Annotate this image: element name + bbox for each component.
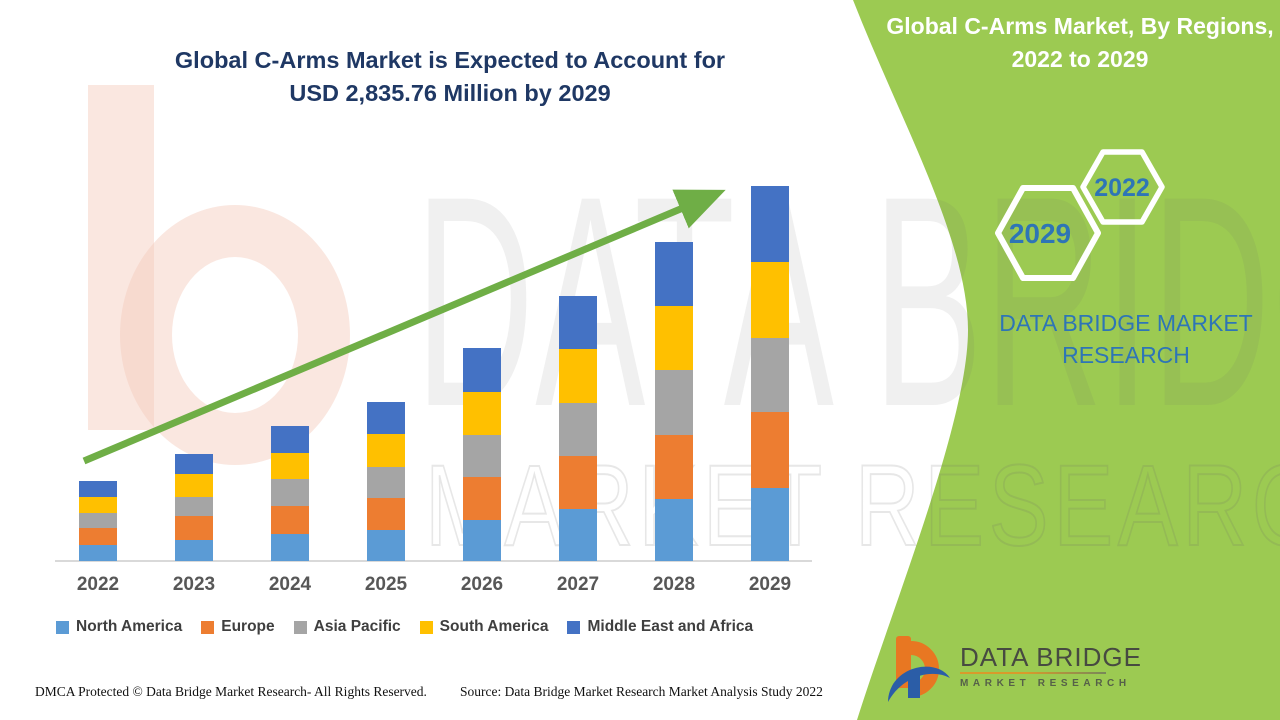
legend-swatch-south-america <box>419 620 433 634</box>
bar-2027-south-america <box>559 349 597 403</box>
x-axis-label-2024: 2024 <box>268 574 312 595</box>
x-axis-label-2023: 2023 <box>172 574 216 595</box>
logo-text-block: DATA BRIDGE MARKET RESEARCH <box>960 644 1142 706</box>
x-axis-label-2028: 2028 <box>652 574 696 595</box>
bar-2029-europe <box>751 411 789 488</box>
bar-2026-south-america <box>463 391 501 435</box>
legend-item-north-america: North America <box>56 618 182 636</box>
bar-2022-asia-pacific <box>79 512 117 528</box>
x-axis-label-2027: 2027 <box>556 574 600 595</box>
legend-label-north-america: North America <box>76 618 183 635</box>
source-text: Source: Data Bridge Market Research Mark… <box>460 684 823 699</box>
dmca-text: DMCA Protected © Data Bridge Market Rese… <box>35 684 427 699</box>
databridge-logo: DATA BRIDGE MARKET RESEARCH <box>888 634 1142 706</box>
legend-item-europe: Europe <box>201 618 275 636</box>
bar-2024-north-america <box>271 534 309 561</box>
bar-2028-asia-pacific <box>655 370 693 435</box>
bar-2023-middle-east-and-africa <box>175 454 213 474</box>
bar-2024-middle-east-and-africa <box>271 425 309 453</box>
bar-2026-europe <box>463 477 501 520</box>
legend-label-europe: Europe <box>221 618 275 635</box>
bar-2027-europe <box>559 456 597 510</box>
bar-2023-asia-pacific <box>175 496 213 517</box>
bar-2029-middle-east-and-africa <box>751 186 789 262</box>
x-axis-label-2029: 2029 <box>748 574 792 595</box>
bar-2028-europe <box>655 434 693 499</box>
chart-title: Global C-Arms Market is Expected to Acco… <box>85 44 815 110</box>
x-axis-label-2022: 2022 <box>76 574 120 595</box>
x-axis-label-2025: 2025 <box>364 574 408 595</box>
bar-2026-north-america <box>463 520 501 561</box>
bar-2025-asia-pacific <box>367 466 405 498</box>
bar-2025-middle-east-and-africa <box>367 401 405 434</box>
x-axis-line <box>55 560 812 562</box>
legend-label-asia-pacific: Asia Pacific <box>313 618 401 635</box>
databridge-logo-mark <box>888 636 950 702</box>
side-panel-title-line1: Global C-Arms Market, By Regions, <box>886 13 1274 39</box>
bar-2025-north-america <box>367 529 405 561</box>
legend-label-south-america: South America <box>439 618 549 635</box>
bar-2023-europe <box>175 516 213 540</box>
bar-2024-europe <box>271 505 309 535</box>
logo-name: DATA BRIDGE <box>960 642 1142 672</box>
bar-2022-south-america <box>79 496 117 513</box>
logo-swoosh <box>888 666 950 702</box>
bar-2029-asia-pacific <box>751 337 789 412</box>
bar-2022-north-america <box>79 544 117 561</box>
bar-2028-north-america <box>655 498 693 561</box>
bar-2027-asia-pacific <box>559 402 597 456</box>
legend-item-middle-east-and-africa: Middle East and Africa <box>567 618 753 636</box>
panel-brand-text: DATA BRIDGE MARKET RESEARCH <box>999 310 1253 368</box>
chart-title-line1: Global C-Arms Market is Expected to Acco… <box>174 47 726 73</box>
bar-2022-middle-east-and-africa <box>79 480 117 497</box>
legend-swatch-europe <box>201 620 215 634</box>
bar-2025-south-america <box>367 433 405 467</box>
bar-2024-south-america <box>271 452 309 479</box>
bar-2028-middle-east-and-africa <box>655 242 693 307</box>
x-axis-label-2026: 2026 <box>460 574 504 595</box>
bar-2026-asia-pacific <box>463 434 501 478</box>
logo-underline <box>960 672 1106 674</box>
legend-swatch-north-america <box>56 620 69 634</box>
bar-2023-north-america <box>175 539 213 561</box>
logo-d-stem <box>908 674 920 698</box>
chart-title-line2: USD 2,835.76 Million by 2029 <box>289 80 611 106</box>
side-panel-title-line2: 2022 to 2029 <box>1011 46 1149 72</box>
side-panel-title: Global C-Arms Market, By Regions, 2022 t… <box>885 10 1275 76</box>
legend-swatch-asia-pacific <box>293 620 307 634</box>
bar-2028-south-america <box>655 306 693 371</box>
legend-swatch-middle-east-and-africa <box>567 620 581 634</box>
bar-2024-asia-pacific <box>271 479 309 506</box>
bar-2022-europe <box>79 527 117 545</box>
bar-2027-middle-east-and-africa <box>559 295 597 349</box>
green-panel-shape <box>853 0 1280 720</box>
bar-2029-north-america <box>751 488 789 561</box>
bar-2029-south-america <box>751 261 789 338</box>
bar-2026-middle-east-and-africa <box>463 347 501 392</box>
bar-2025-europe <box>367 497 405 530</box>
legend-item-south-america: South America <box>419 618 549 636</box>
bar-2027-north-america <box>559 509 597 561</box>
legend-item-asia-pacific: Asia Pacific <box>293 618 401 636</box>
bar-2023-south-america <box>175 473 213 497</box>
legend-label-middle-east-and-africa: Middle East and Africa <box>587 618 754 635</box>
logo-subtitle: MARKET RESEARCH <box>960 678 1131 689</box>
chart-legend: North America Europe Asia Pacific South Ame… <box>56 618 816 636</box>
